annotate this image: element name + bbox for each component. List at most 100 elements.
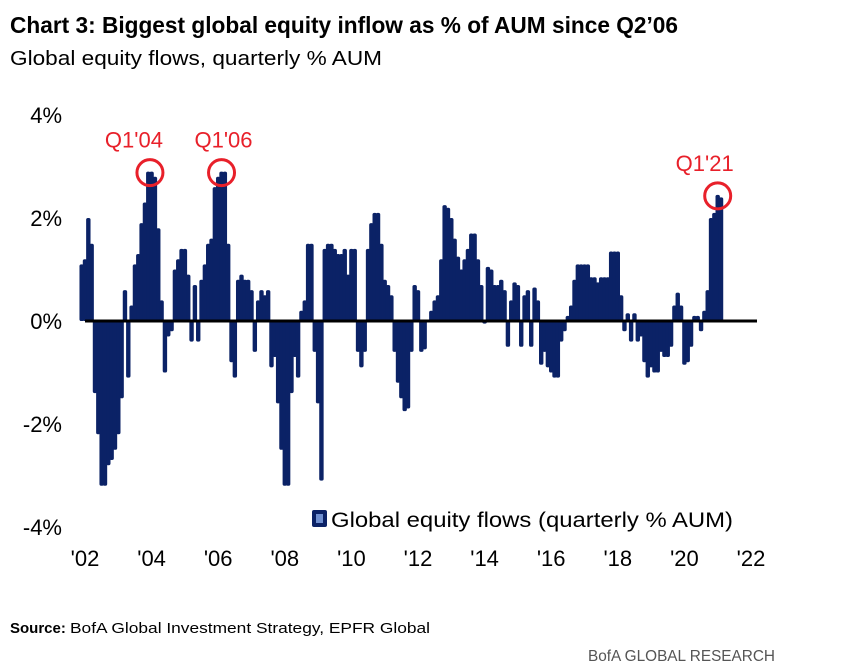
bar xyxy=(96,321,101,435)
bar xyxy=(662,321,667,358)
x-tick-label: '22 xyxy=(737,546,766,571)
bar xyxy=(235,279,241,321)
bar xyxy=(685,321,690,363)
x-tick-label: '06 xyxy=(204,546,233,571)
x-tick-label: '10 xyxy=(337,546,366,571)
bar xyxy=(365,248,371,321)
bar xyxy=(475,259,481,321)
x-tick-label: '12 xyxy=(404,546,433,571)
bar xyxy=(562,321,567,332)
bar xyxy=(299,310,304,321)
bar xyxy=(552,321,557,378)
legend: Global equity flows (quarterly % AUM) xyxy=(312,509,733,532)
bar xyxy=(505,321,511,347)
bar xyxy=(539,321,544,365)
bar xyxy=(315,321,321,404)
bar xyxy=(152,176,158,321)
bar xyxy=(379,243,384,321)
y-tick-label: 4% xyxy=(30,103,62,128)
chart-subtitle: Global equity flows, quarterly % AUM xyxy=(10,48,382,70)
bar xyxy=(412,284,417,321)
bar xyxy=(186,274,191,321)
bar xyxy=(652,321,657,373)
bar xyxy=(156,228,161,321)
bar xyxy=(392,321,397,352)
bar xyxy=(382,279,387,321)
bar xyxy=(405,321,411,409)
bar xyxy=(439,259,444,321)
bar xyxy=(502,290,507,321)
bar xyxy=(279,321,284,450)
bar xyxy=(265,290,271,321)
source-label: Source: xyxy=(10,620,66,637)
bar xyxy=(389,295,394,321)
bar xyxy=(312,321,317,352)
bar xyxy=(435,295,441,321)
bar xyxy=(628,321,634,342)
bar xyxy=(615,251,620,321)
bar xyxy=(182,248,188,321)
bar xyxy=(555,321,561,378)
bar xyxy=(349,248,354,321)
bar xyxy=(176,259,181,321)
bar xyxy=(598,277,604,321)
bar xyxy=(189,321,194,342)
bar xyxy=(102,321,108,486)
bar xyxy=(339,254,344,321)
bar xyxy=(285,321,291,486)
bar xyxy=(352,248,357,321)
bar xyxy=(489,269,494,321)
bar xyxy=(362,321,367,352)
bar xyxy=(116,321,121,435)
bar xyxy=(229,321,234,363)
bar xyxy=(535,300,541,321)
brand-logo-text: BofA GLOBAL RESEARCH xyxy=(588,648,775,665)
annotation-label: Q1'21 xyxy=(676,151,734,176)
bar xyxy=(329,243,334,321)
bar xyxy=(275,321,281,404)
y-tick-label: -2% xyxy=(23,412,62,437)
bar xyxy=(292,321,297,358)
bar xyxy=(509,300,514,321)
bar xyxy=(525,290,531,321)
bar xyxy=(549,321,554,373)
bar xyxy=(139,223,144,321)
bar xyxy=(602,277,607,321)
bar xyxy=(648,321,654,368)
x-tick-label: '08 xyxy=(270,546,299,571)
legend-label: Global equity flows (quarterly % AUM) xyxy=(331,509,733,532)
bar xyxy=(129,305,134,321)
bar xyxy=(402,321,407,412)
x-axis: '02 '04 '06 '08 '10 '12 '14 '16 '18 '20 '22 xyxy=(71,546,766,571)
bar xyxy=(492,284,497,321)
bar xyxy=(608,251,614,321)
bar xyxy=(585,264,591,321)
bar xyxy=(335,254,341,321)
x-tick-label: '20 xyxy=(670,546,699,571)
bar xyxy=(255,300,261,321)
bar xyxy=(245,279,251,321)
bar xyxy=(219,171,224,321)
bar xyxy=(375,212,381,321)
bar xyxy=(142,202,148,321)
bar xyxy=(415,290,421,321)
bar xyxy=(252,321,258,352)
bar xyxy=(206,243,211,321)
bar xyxy=(462,259,467,321)
bar xyxy=(632,313,637,321)
y-axis: 4% 2% 0% -2% -4% xyxy=(23,103,62,540)
bar xyxy=(612,251,617,321)
bar xyxy=(222,171,228,321)
bar xyxy=(715,194,720,321)
bar xyxy=(282,321,287,486)
source-text: BofA Global Investment Strategy, EPFR Gl… xyxy=(70,620,430,637)
bar xyxy=(146,171,151,321)
bar xyxy=(212,187,218,321)
bar xyxy=(199,279,204,321)
bar xyxy=(698,321,704,332)
bar xyxy=(455,256,461,321)
bar xyxy=(355,321,361,352)
y-tick-label: 2% xyxy=(30,206,62,231)
bar xyxy=(595,282,601,321)
bar xyxy=(532,287,537,321)
